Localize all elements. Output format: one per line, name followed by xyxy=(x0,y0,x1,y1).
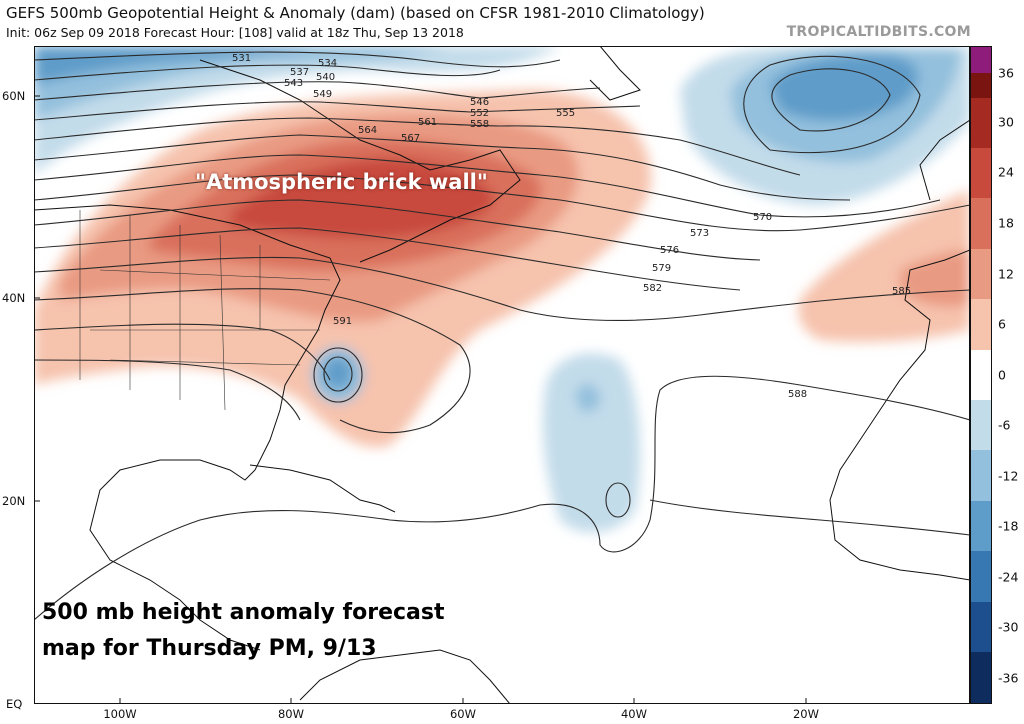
colorbar-swatch-6 xyxy=(970,299,992,350)
contour-label-591: 591 xyxy=(333,316,352,327)
contour-label-549: 549 xyxy=(313,89,332,100)
caption-line-2: map for Thursday PM, 9/13 xyxy=(42,636,377,661)
contour-label-558: 558 xyxy=(470,119,489,130)
colorbar-tick: 12 xyxy=(998,266,1014,282)
contour-label-567: 567 xyxy=(401,133,420,144)
contour-label-540: 540 xyxy=(316,72,335,83)
colorbar-swatch-purple xyxy=(970,46,992,73)
contour-label-552: 552 xyxy=(470,108,489,119)
colorbar-swatch-24 xyxy=(970,148,992,198)
contour-label-555: 555 xyxy=(556,108,575,119)
colorbar-tick: -24 xyxy=(998,569,1019,585)
contour-label-579: 579 xyxy=(652,263,671,274)
contour-label-546: 546 xyxy=(470,97,489,108)
lon-label-40w: 40W xyxy=(620,707,648,721)
contour-label-573: 573 xyxy=(690,228,709,239)
colorbar-tick: -30 xyxy=(998,619,1019,635)
colorbar-tick: 18 xyxy=(998,215,1014,231)
colorbar-tick: 36 xyxy=(998,65,1014,81)
colorbar-swatch-36 xyxy=(970,73,992,98)
height-contours xyxy=(34,51,970,621)
colorbar-swatch-0 xyxy=(970,350,992,400)
lon-label-80w: 80W xyxy=(277,707,305,721)
anomaly-shading xyxy=(34,46,970,533)
colorbar-swatch-m18 xyxy=(970,501,992,551)
contour-label-531: 531 xyxy=(232,53,251,64)
colorbar-tick: 6 xyxy=(998,316,1006,332)
contour-label-576: 576 xyxy=(660,245,679,256)
lat-label-60n: 60N xyxy=(2,89,26,103)
contour-label-564: 564 xyxy=(358,125,377,136)
colorbar-swatch-m24 xyxy=(970,551,992,602)
colorbar-swatch-m30 xyxy=(970,602,992,652)
lat-label-20n: 20N xyxy=(2,494,26,508)
brand-watermark: TROPICALTIDBITS.COM xyxy=(786,24,971,40)
map-title: GEFS 500mb Geopotential Height & Anomaly… xyxy=(6,4,705,22)
colorbar-tick: -12 xyxy=(998,468,1019,484)
lat-label-eq: EQ xyxy=(6,697,23,711)
coastlines xyxy=(34,46,970,704)
lon-label-60w: 60W xyxy=(449,707,477,721)
contour-label-534: 534 xyxy=(318,58,337,69)
colorbar-swatch-12 xyxy=(970,249,992,299)
colorbar-swatch-18 xyxy=(970,198,992,249)
contour-label-582: 582 xyxy=(643,283,662,294)
caption-line-1: 500 mb height anomaly forecast xyxy=(42,600,445,625)
colorbar-tick: 30 xyxy=(998,114,1014,130)
colorbar-tick: 0 xyxy=(998,367,1006,383)
brick-wall-annotation: "Atmospheric brick wall" xyxy=(195,170,488,194)
lon-label-100w: 100W xyxy=(103,707,137,721)
state-borders xyxy=(79,210,331,411)
colorbar-swatch-m36 xyxy=(970,652,992,704)
anomaly-colorbar xyxy=(970,46,992,704)
map-subtitle: Init: 06z Sep 09 2018 Forecast Hour: [10… xyxy=(6,25,464,40)
contour-label-570: 570 xyxy=(753,212,772,223)
colorbar-swatch-m12 xyxy=(970,450,992,501)
contour-label-585: 585 xyxy=(892,286,911,297)
lon-label-20w: 20W xyxy=(792,707,820,721)
contour-label-561: 561 xyxy=(418,117,437,128)
colorbar-tick: -36 xyxy=(998,670,1019,686)
contour-label-537: 537 xyxy=(290,67,309,78)
colorbar-tick: -18 xyxy=(998,518,1019,534)
colorbar-swatch-30 xyxy=(970,98,992,148)
colorbar-swatch-m6 xyxy=(970,400,992,450)
colorbar-tick: -6 xyxy=(998,417,1011,433)
contour-labels: 531 534 537 540 543 546 549 552 555 558 … xyxy=(232,53,911,400)
weather-map: 531 534 537 540 543 546 549 552 555 558 … xyxy=(34,46,970,704)
lat-label-40n: 40N xyxy=(2,291,26,305)
contour-label-543: 543 xyxy=(284,78,303,89)
colorbar-tick: 24 xyxy=(998,164,1014,180)
contour-label-588: 588 xyxy=(788,389,807,400)
